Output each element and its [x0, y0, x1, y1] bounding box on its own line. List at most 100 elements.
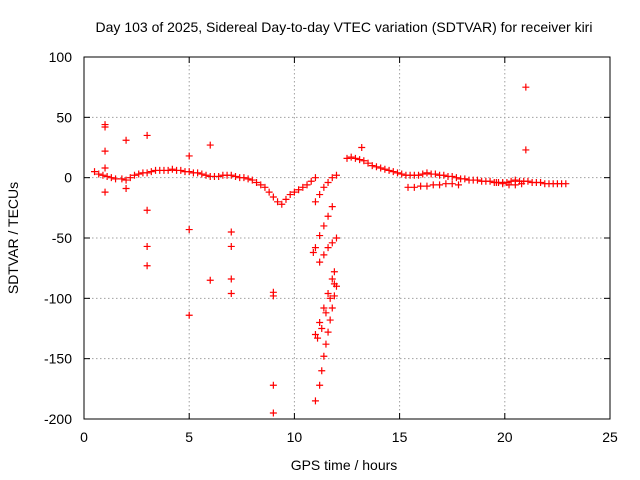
data-point [101, 123, 109, 131]
data-point [91, 168, 99, 176]
data-point [423, 169, 431, 177]
data-point [227, 275, 235, 283]
series-outliers [101, 83, 530, 417]
data-point [461, 175, 469, 183]
data-point [316, 381, 324, 389]
x-tick-label: 25 [602, 429, 618, 445]
data-point [143, 131, 151, 139]
data-point [320, 304, 328, 312]
data-point [274, 198, 282, 206]
data-point [265, 188, 273, 196]
data-point [452, 174, 460, 182]
data-point [227, 228, 235, 236]
data-point [358, 144, 366, 151]
data-point [206, 276, 214, 284]
data-point [440, 171, 448, 179]
data-point [168, 165, 176, 173]
data-point [330, 268, 338, 276]
data-point [368, 162, 376, 170]
data-point [320, 222, 328, 230]
data-point [318, 325, 326, 332]
data-point [198, 170, 206, 178]
data-point [122, 176, 130, 184]
data-point [311, 331, 319, 339]
data-point [419, 170, 427, 178]
data-point [269, 292, 277, 300]
data-point [143, 206, 151, 214]
data-point [185, 168, 193, 176]
y-tick-label: 100 [49, 49, 73, 65]
data-point [143, 262, 151, 270]
series-main-band [91, 153, 570, 208]
data-point [143, 242, 151, 250]
data-point [328, 275, 336, 283]
data-point [326, 294, 334, 302]
data-point [372, 163, 380, 171]
data-point [322, 309, 330, 317]
data-point [118, 175, 126, 183]
data-point [499, 180, 507, 188]
data-point [295, 186, 303, 194]
data-point [326, 316, 334, 324]
data-point [511, 181, 519, 189]
data-point [324, 212, 332, 220]
data-point [431, 170, 439, 178]
y-tick-label: -200 [44, 411, 72, 427]
data-point [269, 381, 277, 389]
data-point [404, 183, 412, 191]
data-point [524, 177, 532, 185]
data-point [324, 244, 332, 252]
data-point [492, 178, 500, 186]
data-point [328, 304, 336, 312]
data-point [314, 334, 322, 342]
data-point [389, 168, 397, 176]
data-point [227, 242, 235, 250]
y-axis-label: SDTVAR / TECUs [5, 182, 21, 294]
data-point [381, 165, 389, 173]
x-axis-label: GPS time / hours [291, 457, 398, 473]
x-tick-label: 20 [497, 429, 513, 445]
data-point [311, 244, 319, 252]
data-point [248, 176, 256, 184]
data-point [398, 170, 406, 178]
data-point [377, 164, 385, 172]
data-point [322, 340, 330, 348]
data-point [423, 182, 431, 190]
data-point [290, 188, 298, 196]
y-tick-label: -50 [52, 230, 72, 246]
data-point [215, 172, 223, 180]
data-point [231, 172, 239, 180]
data-point [429, 181, 437, 189]
data-point [316, 258, 324, 266]
data-point [537, 178, 545, 186]
data-point [356, 156, 364, 164]
data-point [316, 191, 324, 199]
data-point [282, 195, 290, 203]
data-point [364, 159, 372, 167]
data-point [436, 181, 444, 189]
data-point [316, 232, 324, 240]
data-point [286, 191, 294, 199]
data-point [505, 181, 513, 189]
series-steep-arcs [309, 171, 340, 405]
data-point [122, 136, 130, 144]
data-point [320, 352, 328, 360]
data-point [101, 164, 109, 172]
data-point [269, 193, 277, 201]
y-tick-label: -100 [44, 290, 72, 306]
data-point [311, 397, 319, 405]
data-point [185, 226, 193, 234]
data-point [135, 170, 143, 178]
series-late-arc [492, 178, 526, 189]
data-point [318, 367, 326, 375]
data-point [455, 181, 463, 189]
data-point [448, 180, 456, 188]
data-point [330, 292, 338, 300]
data-point [324, 178, 332, 186]
data-point [99, 171, 107, 179]
data-point [307, 177, 315, 185]
data-point [257, 181, 265, 189]
data-point [202, 171, 210, 179]
data-point [360, 157, 368, 165]
